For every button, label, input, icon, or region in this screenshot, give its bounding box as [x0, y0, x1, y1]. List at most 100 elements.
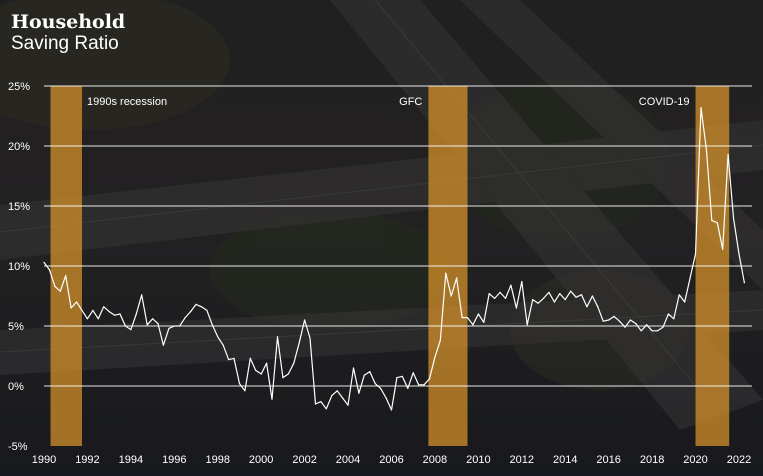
data-point-19: [146, 324, 148, 326]
data-point-99: [580, 294, 583, 296]
data-point-115: [667, 313, 670, 315]
data-point-6: [76, 301, 78, 303]
data-point-32: [217, 336, 219, 338]
data-point-104: [608, 319, 610, 321]
data-point-81: [483, 321, 485, 323]
chart-title: Household Saving Ratio: [11, 11, 125, 55]
data-point-102: [597, 306, 599, 308]
data-point-119: [689, 277, 691, 279]
data-point-13: [114, 314, 116, 316]
data-point-88: [521, 281, 523, 283]
title-line-2: Saving Ratio: [11, 33, 119, 54]
data-point-118: [684, 301, 686, 303]
period-label-1: GFC: [399, 96, 422, 108]
data-point-103: [602, 320, 604, 322]
x-tick-label-16: 2022: [727, 454, 751, 466]
y-tick-label-5: 20%: [8, 141, 30, 153]
data-point-58: [358, 392, 360, 394]
data-point-24: [173, 325, 175, 327]
data-point-56: [347, 404, 349, 406]
data-point-70: [423, 384, 425, 386]
data-point-1: [48, 269, 51, 271]
data-point-67: [407, 387, 409, 389]
data-point-74: [445, 272, 447, 274]
series-layer: [43, 107, 746, 411]
data-point-98: [575, 296, 577, 298]
data-point-65: [396, 377, 398, 379]
data-point-59: [363, 374, 365, 376]
x-tick-label-8: 2006: [379, 454, 403, 466]
x-tick-label-0: 1990: [32, 454, 56, 466]
data-point-43: [276, 336, 279, 338]
data-point-29: [200, 306, 203, 308]
data-point-36: [238, 383, 241, 385]
data-point-112: [651, 330, 653, 332]
data-point-22: [162, 344, 164, 346]
data-point-69: [418, 384, 420, 386]
data-point-66: [401, 375, 403, 377]
data-point-26: [184, 317, 186, 319]
data-point-17: [135, 313, 137, 315]
data-point-123: [711, 219, 713, 221]
series-line-0: [43, 107, 745, 411]
data-point-46: [293, 362, 295, 364]
x-tick-label-9: 2008: [423, 454, 447, 466]
data-point-101: [591, 295, 594, 297]
data-point-3: [59, 290, 61, 292]
data-point-107: [624, 326, 626, 328]
data-point-42: [271, 398, 273, 400]
data-point-44: [282, 377, 284, 379]
data-point-87: [515, 307, 518, 309]
data-point-40: [260, 373, 262, 375]
data-point-110: [640, 330, 642, 332]
data-point-41: [266, 362, 268, 364]
data-point-2: [54, 285, 56, 287]
x-tick-label-1: 1992: [75, 454, 99, 466]
x-axis-labels: 1990 1992 1994 1996 1998 2000 2002 2004 2006 2008…: [32, 454, 751, 466]
x-tick-label-2: 1994: [119, 454, 143, 466]
data-point-79: [472, 324, 474, 326]
data-point-94: [553, 301, 556, 303]
data-point-30: [206, 309, 208, 311]
data-point-37: [244, 390, 246, 392]
data-point-49: [309, 337, 311, 339]
data-point-14: [119, 313, 121, 315]
data-point-55: [342, 397, 344, 399]
data-point-84: [499, 291, 501, 293]
data-point-111: [646, 324, 648, 326]
data-point-12: [108, 311, 110, 313]
data-point-83: [494, 297, 496, 299]
data-point-20: [152, 318, 154, 320]
data-point-23: [168, 327, 170, 329]
data-point-114: [662, 326, 664, 328]
data-point-82: [488, 293, 490, 295]
data-point-89: [526, 324, 528, 326]
x-tick-label-15: 2020: [683, 454, 707, 466]
data-point-75: [450, 295, 452, 297]
data-point-57: [352, 367, 355, 369]
data-point-93: [548, 291, 550, 293]
data-point-108: [629, 319, 632, 321]
data-point-51: [320, 401, 322, 403]
gridlines: [44, 85, 752, 387]
period-label-2: COVID-19: [639, 96, 690, 108]
data-point-120: [694, 253, 697, 255]
data-point-76: [456, 277, 458, 279]
data-point-53: [331, 395, 333, 397]
data-point-28: [195, 303, 197, 305]
x-tick-label-5: 2000: [249, 454, 273, 466]
data-point-125: [722, 248, 724, 250]
data-point-97: [570, 290, 572, 292]
data-point-122: [705, 149, 708, 151]
data-point-62: [380, 387, 382, 389]
data-point-48: [304, 319, 306, 321]
data-point-73: [439, 339, 441, 341]
data-point-10: [97, 318, 99, 320]
data-point-105: [613, 315, 615, 317]
data-point-27: [190, 311, 192, 313]
data-point-127: [732, 217, 735, 219]
data-point-92: [542, 297, 545, 299]
data-point-45: [287, 373, 289, 375]
data-point-85: [504, 297, 507, 299]
data-point-35: [233, 357, 235, 359]
